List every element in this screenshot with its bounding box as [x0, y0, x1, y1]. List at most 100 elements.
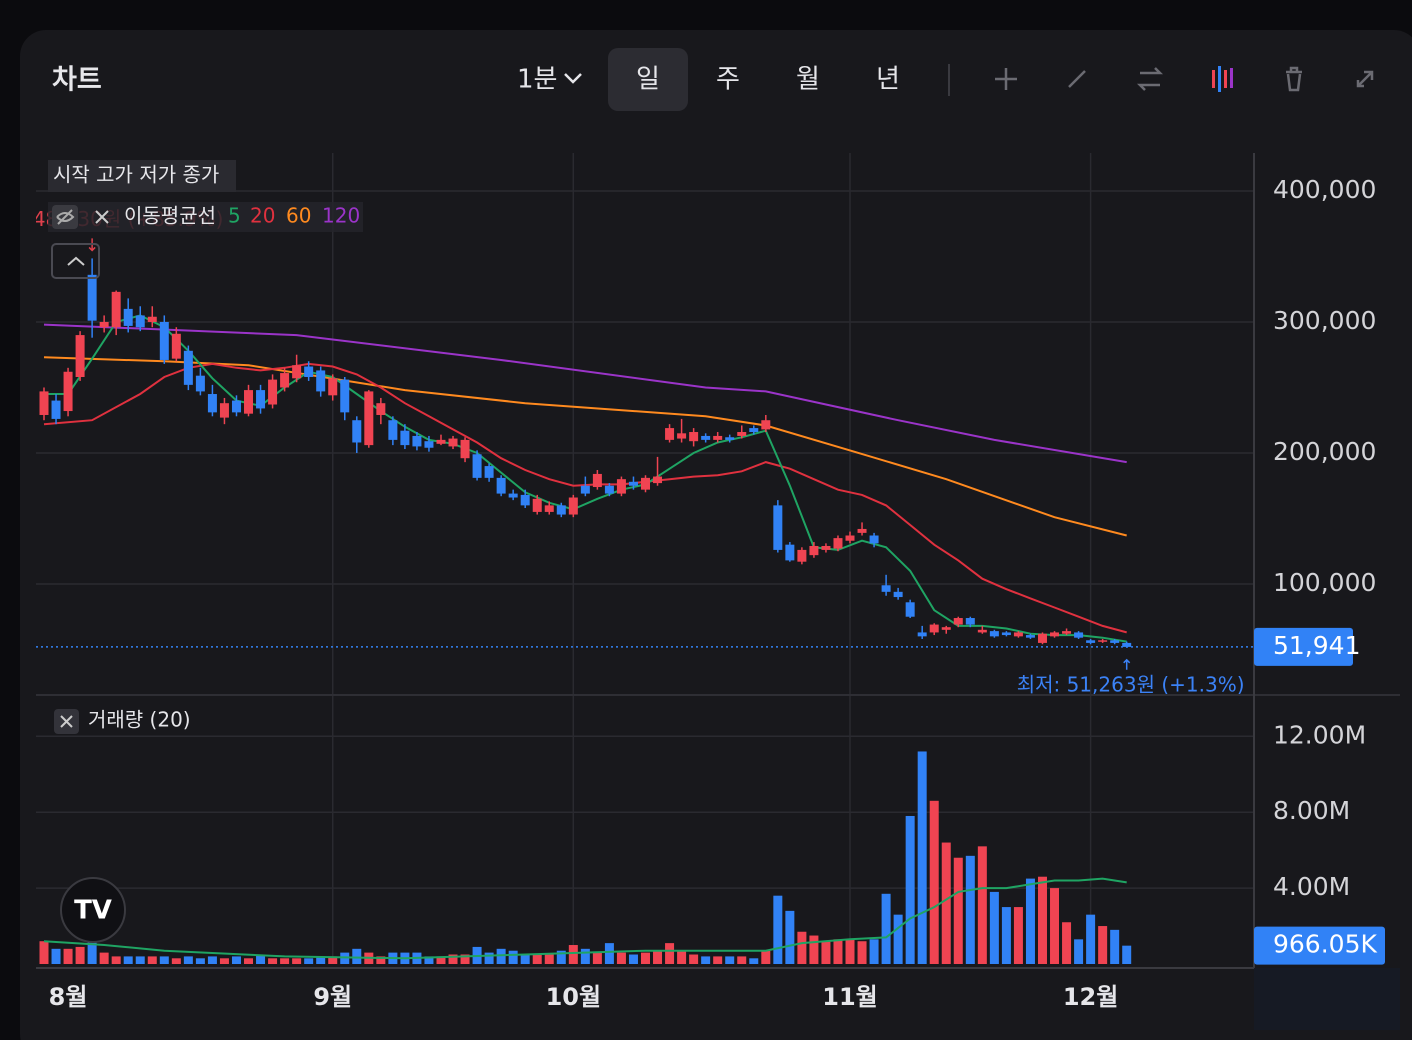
indicator-icon[interactable]: [1212, 66, 1233, 92]
candle-body: [1025, 635, 1035, 638]
candle-body: [147, 316, 157, 322]
candle-body: [1037, 633, 1047, 643]
volume-bar: [496, 948, 506, 964]
volume-bar: [1013, 907, 1023, 964]
line-icon[interactable]: [1068, 70, 1086, 88]
candle-body: [219, 403, 229, 418]
swap-icon[interactable]: [1136, 67, 1164, 91]
collapse-button[interactable]: [51, 243, 100, 279]
volume-label: 거래량 (20): [88, 708, 191, 732]
period-tab[interactable]: 일: [636, 65, 660, 95]
trash-icon[interactable]: [1286, 66, 1302, 92]
x-tick-label: 11월: [822, 983, 877, 1011]
volume-bar: [484, 952, 494, 964]
volume-bar: [869, 939, 879, 964]
volume-bar: [929, 800, 939, 964]
candle-body: [460, 439, 470, 459]
period-tab[interactable]: 월: [796, 65, 820, 95]
last-price-label: 51,941: [1273, 631, 1360, 660]
volume-bar: [568, 945, 578, 964]
candle-body: [1001, 632, 1011, 636]
add-icon[interactable]: [995, 68, 1017, 90]
ma-legend-box: [48, 202, 363, 232]
candle-body: [484, 466, 494, 478]
candle-body: [400, 430, 410, 446]
candle-body: [195, 375, 205, 392]
candle-body: [857, 528, 867, 533]
volume-bar: [448, 954, 458, 964]
interval[interactable]: 1분: [517, 65, 557, 95]
volume-bar: [1001, 907, 1011, 964]
volume-bar: [785, 910, 795, 964]
candle-body: [268, 379, 278, 405]
panel: [20, 30, 1412, 1040]
volume-bar: [111, 956, 121, 964]
period-tab[interactable]: 주: [716, 65, 740, 95]
volume-bar: [701, 956, 711, 964]
volume-bar: [917, 751, 927, 964]
candle-body: [1098, 640, 1108, 642]
candle-body: [1086, 640, 1096, 643]
volume-bar: [87, 939, 97, 964]
volume-bar: [821, 941, 831, 964]
volume-bar: [628, 954, 638, 964]
volume-bar: [761, 950, 771, 964]
candle-body: [881, 585, 891, 592]
ohlc-legend: 시작 고가 저가 종가: [53, 163, 219, 187]
candle-body: [989, 631, 999, 637]
candle-body: [1013, 632, 1023, 637]
ma-legend-entry: 5: [228, 204, 241, 228]
volume-bar: [304, 958, 314, 964]
candle-body: [340, 379, 350, 413]
candle-body: [941, 627, 951, 630]
candle-body: [604, 485, 614, 494]
candle-body: [75, 335, 85, 377]
close-ma[interactable]: [95, 210, 109, 224]
volume-bar: [436, 956, 446, 964]
volume-bar: [953, 857, 963, 964]
volume-bar: [905, 815, 915, 964]
volume-bar: [159, 956, 169, 964]
grid: [36, 153, 1254, 964]
volume-bar: [665, 943, 675, 964]
volume-bar: [592, 952, 602, 964]
moving-average: [44, 314, 1127, 643]
candle-body: [436, 439, 446, 444]
volume-bar: [725, 956, 735, 964]
volume-bar: [219, 958, 229, 964]
y-tick-label: 400,000: [1273, 175, 1376, 204]
candle-body: [183, 350, 193, 385]
toolbar: [995, 66, 1374, 92]
y-tick-label: 100,000: [1273, 568, 1376, 597]
close-volume[interactable]: [54, 709, 79, 734]
candle-body: [845, 535, 855, 541]
candle-body: [809, 545, 819, 556]
candle-body: [508, 493, 518, 498]
candle-body: [39, 391, 49, 415]
ma-legend-entry: 20: [250, 204, 275, 228]
volume-bar: [893, 914, 903, 964]
candle-body: [869, 535, 879, 544]
tab-selected: [608, 48, 688, 111]
candle-body: [653, 476, 663, 484]
period-tab[interactable]: 년: [876, 65, 900, 95]
title: 차트: [52, 65, 102, 96]
hide-icon[interactable]: [52, 205, 78, 229]
candle-body: [929, 624, 939, 633]
volume-bar: [51, 948, 61, 964]
volume-bar: [171, 958, 181, 964]
volume-bar: [508, 950, 518, 964]
volume-bar: [1025, 878, 1035, 964]
logo-mark: TV: [74, 896, 112, 926]
volume-bar: [641, 952, 650, 964]
candle-body: [171, 333, 181, 359]
candle-body: [701, 435, 711, 440]
chevron[interactable]: [564, 73, 582, 84]
candle-body: [316, 370, 326, 392]
volume-bar: [280, 958, 290, 964]
volume-bar: [39, 941, 49, 964]
candle-body: [244, 390, 254, 414]
volume-bar: [424, 956, 434, 964]
expand-icon[interactable]: [1356, 70, 1374, 88]
